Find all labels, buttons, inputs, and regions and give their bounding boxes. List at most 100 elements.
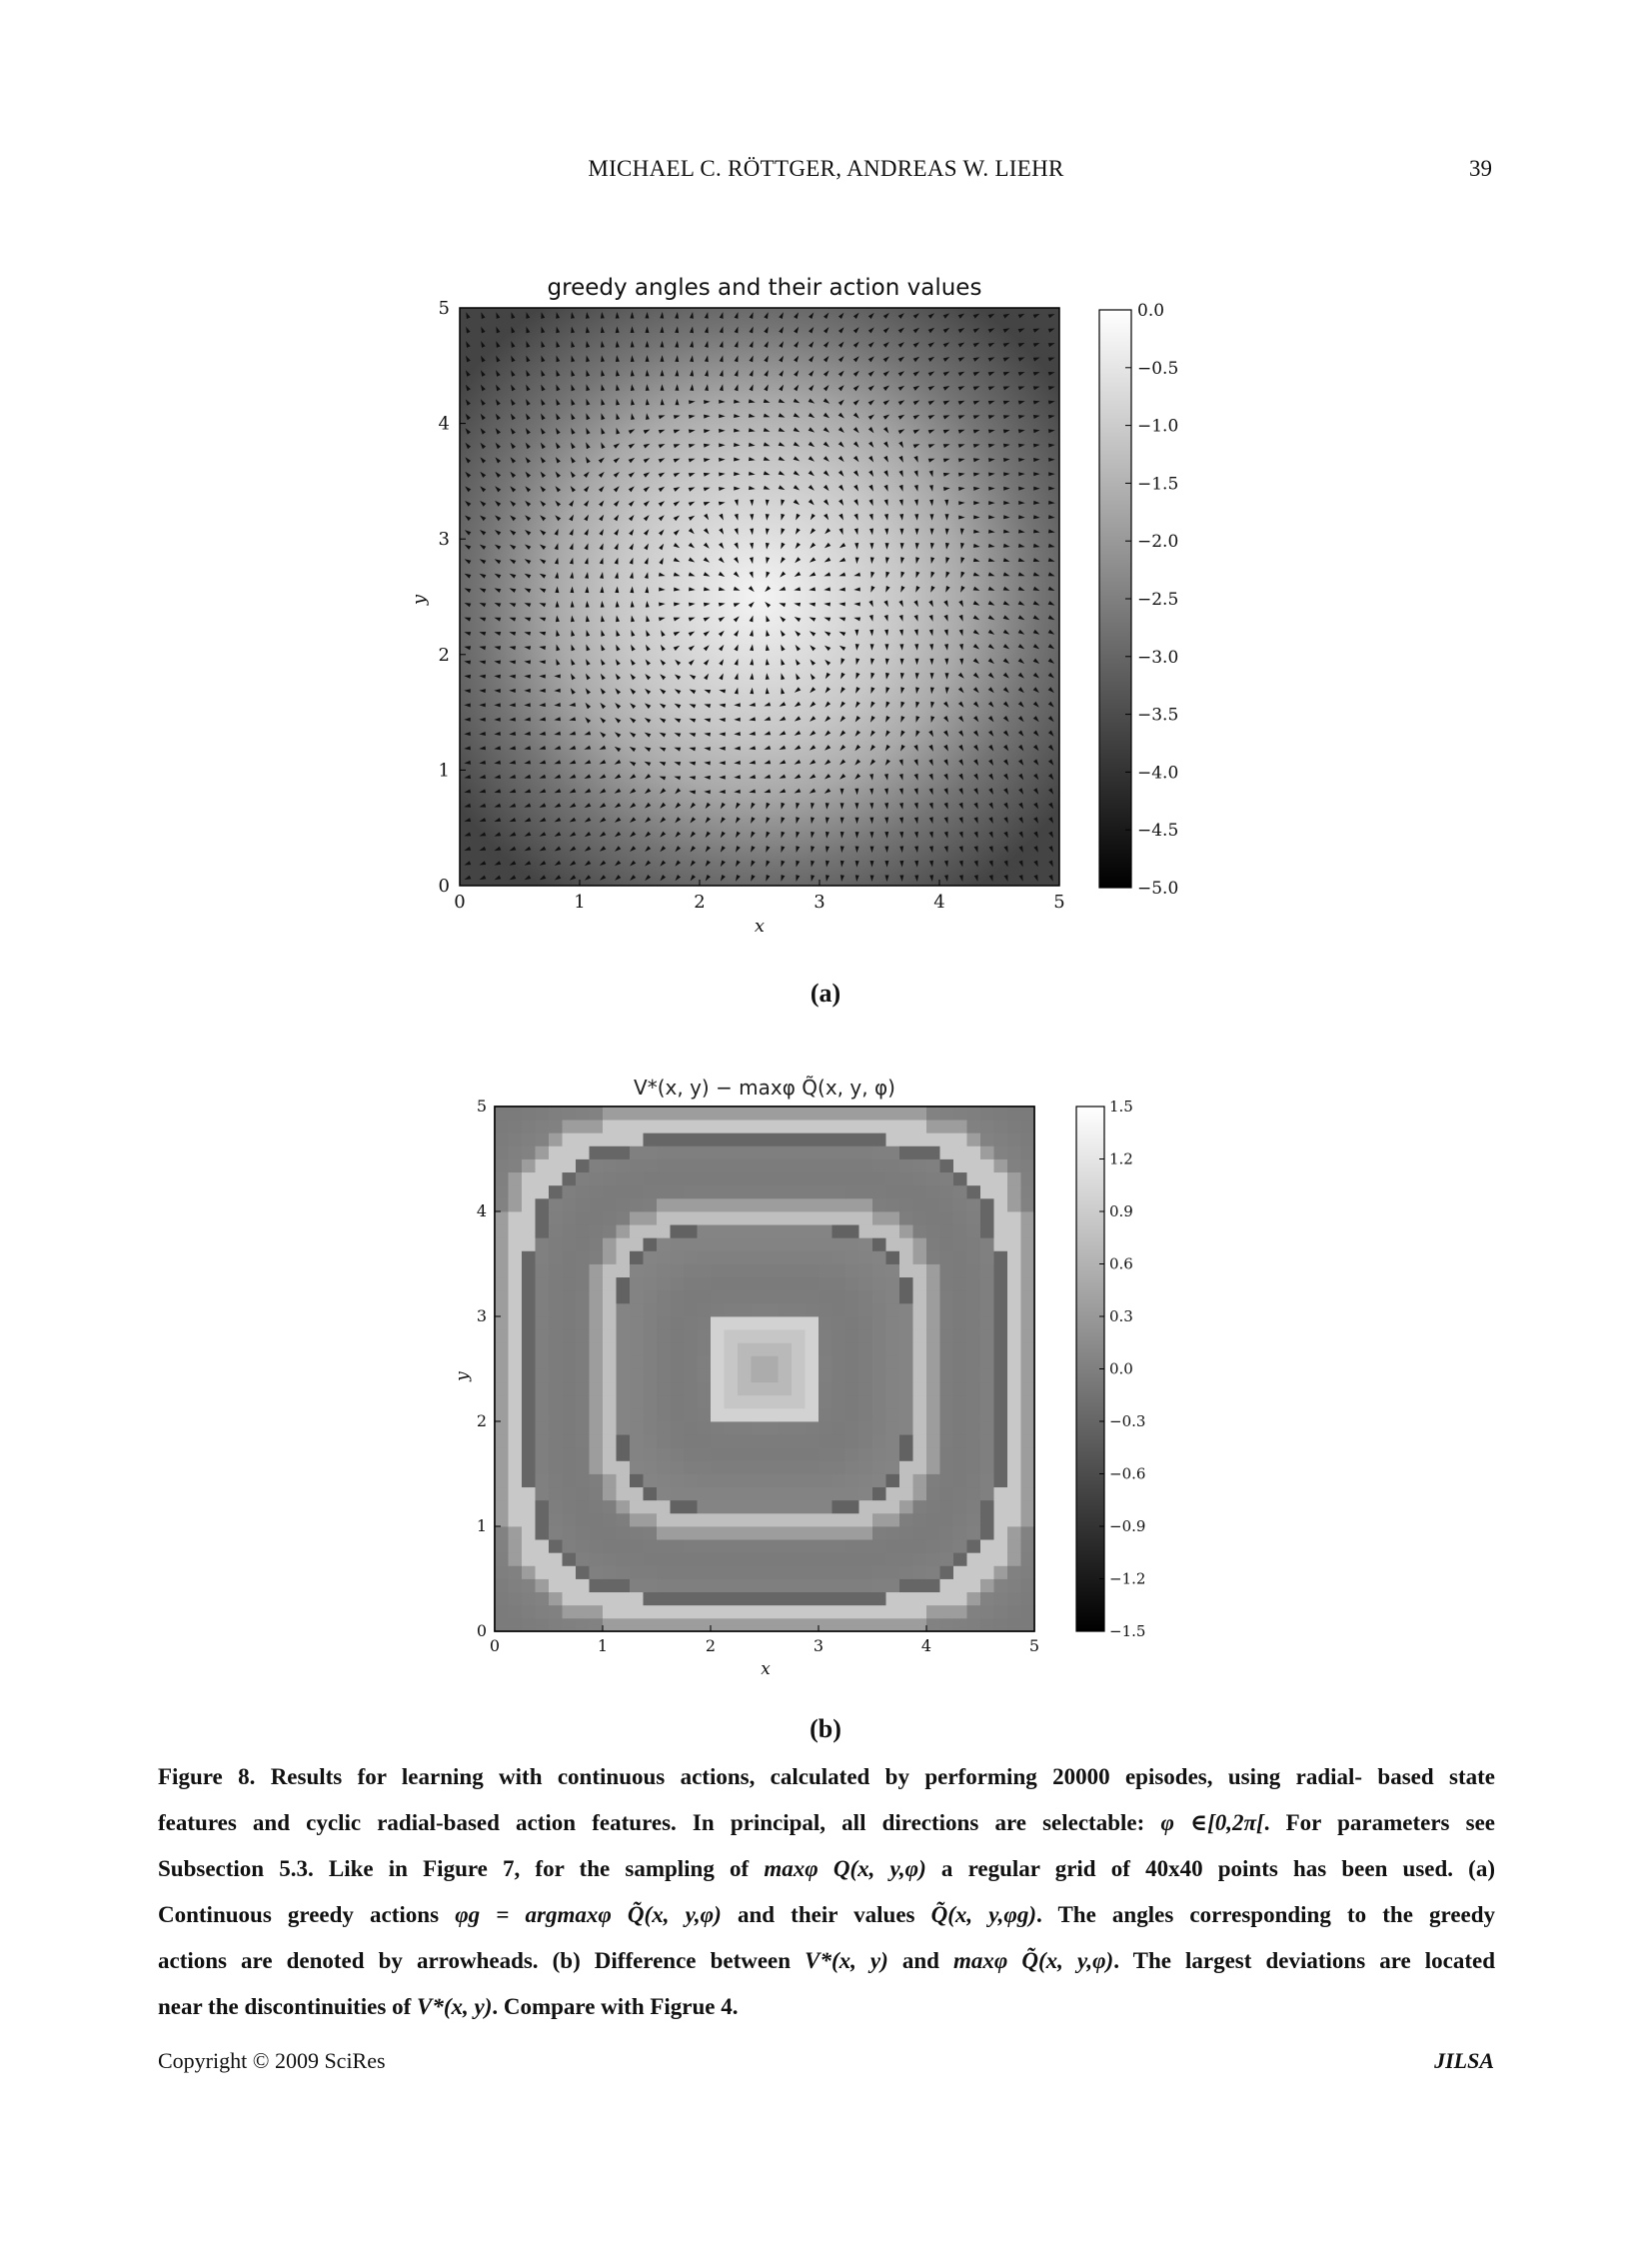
heatmap-cell (926, 1394, 940, 1409)
quiver-arrow (659, 557, 664, 565)
quiver-arrow (987, 572, 995, 577)
heatmap-cell (819, 1368, 832, 1383)
heatmap-cell (980, 1107, 994, 1121)
quiver-arrow (630, 817, 637, 823)
heatmap-cell (576, 1184, 590, 1199)
quiver-arrow (885, 701, 890, 709)
quiver-arrow (479, 559, 487, 565)
quiver-arrow (540, 500, 547, 507)
heatmap-cell (670, 1224, 685, 1238)
quiver-arrow (600, 688, 606, 695)
heatmap-cell (630, 1486, 644, 1501)
quiver-arrow (464, 861, 472, 866)
heatmap-cell (792, 1171, 806, 1186)
heatmap-cell (819, 1486, 832, 1501)
quiver-arrow (779, 370, 784, 377)
quiver-arrow (690, 312, 694, 319)
heatmap-cell (643, 1552, 658, 1566)
quiver-arrow (794, 384, 800, 392)
heatmap-cell (993, 1460, 1008, 1474)
quiver-arrow (884, 543, 889, 550)
quiver-arrow (1017, 357, 1025, 362)
quiver-arrow (884, 875, 889, 882)
heatmap-cell (966, 1447, 981, 1461)
heatmap-cell (657, 1211, 671, 1225)
quiver-arrow (584, 529, 589, 536)
heatmap-cell (684, 1526, 698, 1540)
heatmap-cell (535, 1302, 550, 1317)
quiver-arrow (1018, 443, 1025, 448)
quiver-arrow (615, 875, 622, 881)
heatmap-cell (939, 1224, 954, 1238)
quiver-arrow (646, 630, 651, 637)
quiver-arrow (884, 744, 890, 752)
heatmap-cell (643, 1250, 658, 1264)
heatmap-cell (912, 1604, 927, 1619)
heatmap-cell (966, 1302, 981, 1317)
caption-text: Figure 8. Results for learning with cont… (158, 1764, 1495, 1789)
quiver-arrow (1048, 457, 1055, 462)
quiver-arrow (913, 456, 918, 463)
heatmap-cell (912, 1289, 927, 1304)
heatmap-cell (912, 1145, 927, 1159)
heatmap-cell (899, 1250, 913, 1264)
heatmap-cell (980, 1342, 994, 1356)
quiver-arrow (913, 802, 918, 810)
quiver-arrow (464, 573, 472, 579)
quiver-arrow (960, 586, 965, 593)
heatmap-cell (684, 1211, 698, 1225)
heatmap-cell (562, 1473, 577, 1488)
quiver-arrow (614, 788, 622, 794)
quiver-arrow (554, 557, 559, 565)
heatmap-cell (724, 1499, 739, 1514)
heatmap-cell (522, 1473, 536, 1488)
heatmap-cell (657, 1578, 671, 1593)
heatmap-cell (805, 1526, 820, 1540)
heatmap-cell (576, 1381, 590, 1396)
quiver-arrow (915, 687, 919, 695)
colorbar-tick-label: −0.9 (1109, 1517, 1145, 1535)
heatmap-cell (711, 1434, 725, 1448)
heatmap-cell (819, 1526, 832, 1540)
quiver-arrow (824, 327, 829, 334)
heatmap-cell (711, 1578, 725, 1593)
quiver-arrow (719, 644, 725, 652)
quiver-arrow (1048, 773, 1054, 781)
quiver-arrow (810, 716, 817, 722)
heatmap-cell (711, 1447, 725, 1461)
quiver-arrow (1018, 458, 1025, 462)
quiver-arrow (525, 428, 531, 435)
quiver-arrow (465, 471, 472, 478)
heatmap-cell (805, 1578, 820, 1593)
quiver-arrow (675, 340, 680, 348)
quiver-arrow (688, 542, 696, 549)
quiver-arrow (988, 744, 994, 752)
quiver-arrow (496, 312, 501, 319)
heatmap-cell (562, 1591, 577, 1606)
heatmap-cell (522, 1355, 536, 1369)
quiver-arrow (720, 831, 726, 839)
heatmap-cell (872, 1526, 886, 1540)
quiver-arrow (839, 716, 846, 723)
heatmap-cell (993, 1512, 1008, 1527)
quiver-arrow (811, 803, 815, 810)
heatmap-cell (724, 1145, 739, 1159)
heatmap-cell (738, 1250, 752, 1264)
heatmap-cell (1007, 1276, 1021, 1291)
quiver-arrow (584, 846, 592, 852)
heatmap-cell (872, 1184, 886, 1199)
heatmap-cell (1007, 1342, 1021, 1356)
quiver-arrow (825, 528, 831, 535)
heatmap-cell (912, 1565, 927, 1579)
heatmap-cell (1020, 1276, 1035, 1291)
quiver-arrow (524, 559, 532, 565)
quiver-arrow (765, 586, 772, 593)
quiver-arrow (944, 514, 949, 521)
quiver-arrow (748, 586, 755, 593)
quiver-arrow (464, 544, 472, 550)
quiver-arrow (644, 718, 652, 724)
heatmap-cell (778, 1184, 793, 1199)
caption-text: Subsection 5.3. Like in Figure 7, for th… (158, 1856, 750, 1881)
quiver-arrow (882, 327, 889, 334)
quiver-arrow (929, 860, 933, 868)
